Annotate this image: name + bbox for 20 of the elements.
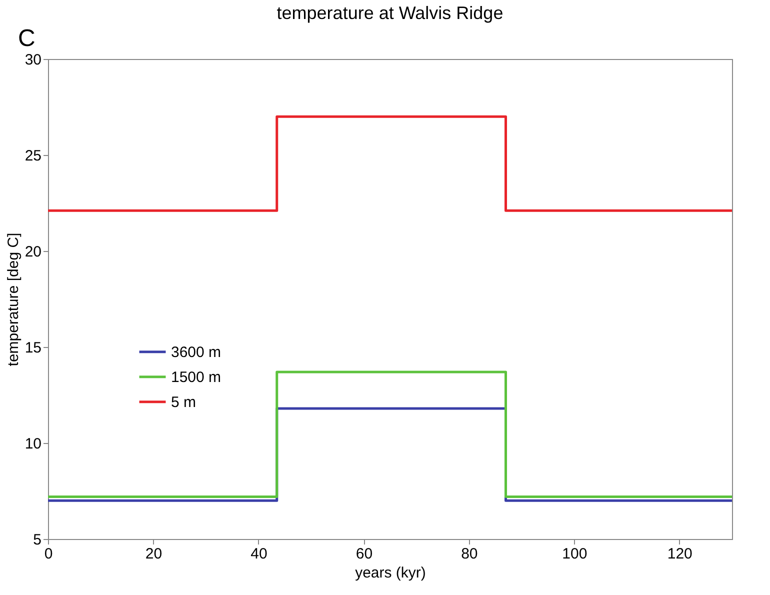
legend-label: 3600 m <box>171 344 222 361</box>
legend-label: 5 m <box>171 394 196 411</box>
x-tick-label: 120 <box>667 546 692 562</box>
x-tick-label: 0 <box>44 546 53 562</box>
y-tick-label: 25 <box>24 148 42 164</box>
y-tick-label: 5 <box>33 532 42 548</box>
y-axis-title: temperature [deg C] <box>4 232 22 366</box>
x-tick-label: 80 <box>461 546 478 562</box>
y-tick-label: 30 <box>24 52 42 68</box>
x-tick-label: 60 <box>356 546 373 562</box>
y-tick-label: 10 <box>24 436 42 452</box>
y-tick-label: 20 <box>24 244 42 260</box>
legend-label: 1500 m <box>171 368 222 386</box>
x-tick-label: 100 <box>562 546 588 562</box>
chart-title: temperature at Walvis Ridge <box>276 3 504 23</box>
x-tick-label: 20 <box>145 546 162 562</box>
y-tick-label: 15 <box>24 340 42 356</box>
x-axis-title: years (kyr) <box>355 564 426 582</box>
x-tick-label: 40 <box>250 546 268 562</box>
text: C <box>18 25 36 52</box>
